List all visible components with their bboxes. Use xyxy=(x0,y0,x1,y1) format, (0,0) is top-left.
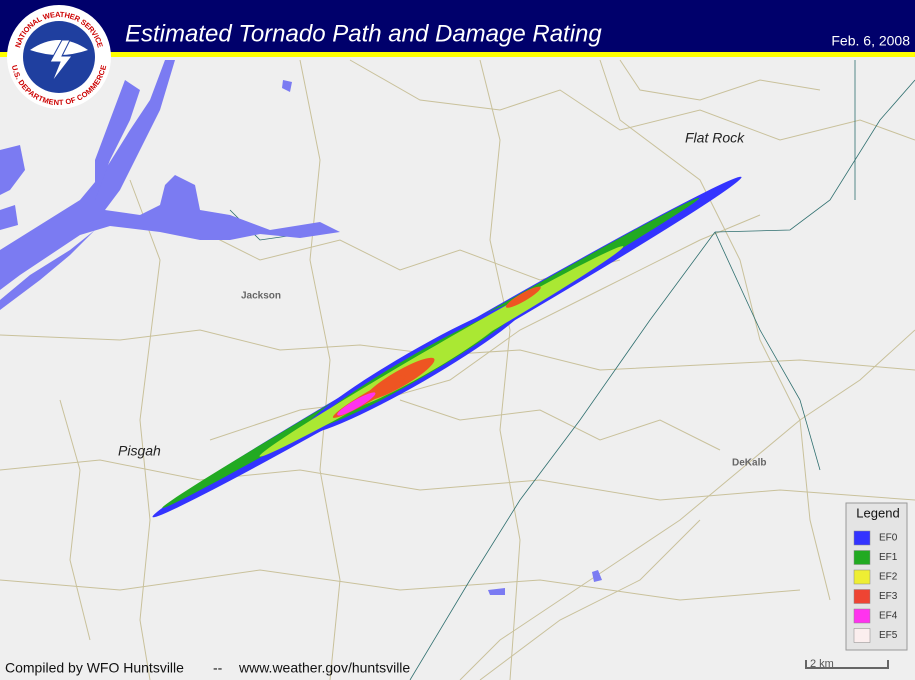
footer-url: www.weather.gov/huntsville xyxy=(238,660,410,676)
scale-bar xyxy=(805,660,889,669)
footer-credit: Compiled by WFO Huntsville xyxy=(5,660,184,676)
legend-label: EF0 xyxy=(879,533,898,544)
date: Feb. 6, 2008 xyxy=(831,33,910,49)
scale-label: 2 km xyxy=(810,658,834,670)
header-bar xyxy=(0,0,915,52)
title: Estimated Tornado Path and Damage Rating xyxy=(125,20,602,47)
legend-label: EF2 xyxy=(879,572,898,583)
legend-label: EF3 xyxy=(879,591,898,602)
water xyxy=(0,60,602,595)
logo: NATIONAL WEATHER SERVICE U.S. DEPARTMENT… xyxy=(7,5,111,109)
place-label: Pisgah xyxy=(118,443,161,459)
legend-swatch xyxy=(853,530,871,546)
footer-separator: -- xyxy=(213,660,223,676)
legend-label: EF5 xyxy=(879,630,898,641)
legend-swatch xyxy=(853,628,871,643)
legend-swatch xyxy=(853,589,871,604)
legend-label: EF1 xyxy=(879,552,898,563)
legend-swatch xyxy=(853,608,871,624)
legend: Legend EF0 EF1 EF2 EF3 EF4 EF5 xyxy=(845,502,908,651)
header-stripe xyxy=(0,52,915,57)
roads xyxy=(0,59,915,680)
legend-title: Legend xyxy=(856,505,899,520)
legend-label: EF4 xyxy=(879,611,898,622)
legend-swatch xyxy=(853,569,871,585)
legend-swatch xyxy=(853,550,871,565)
place-label: Jackson xyxy=(241,291,281,302)
place-label: Flat Rock xyxy=(685,130,745,146)
tornado-path xyxy=(152,176,742,518)
place-label: DeKalb xyxy=(732,458,766,469)
